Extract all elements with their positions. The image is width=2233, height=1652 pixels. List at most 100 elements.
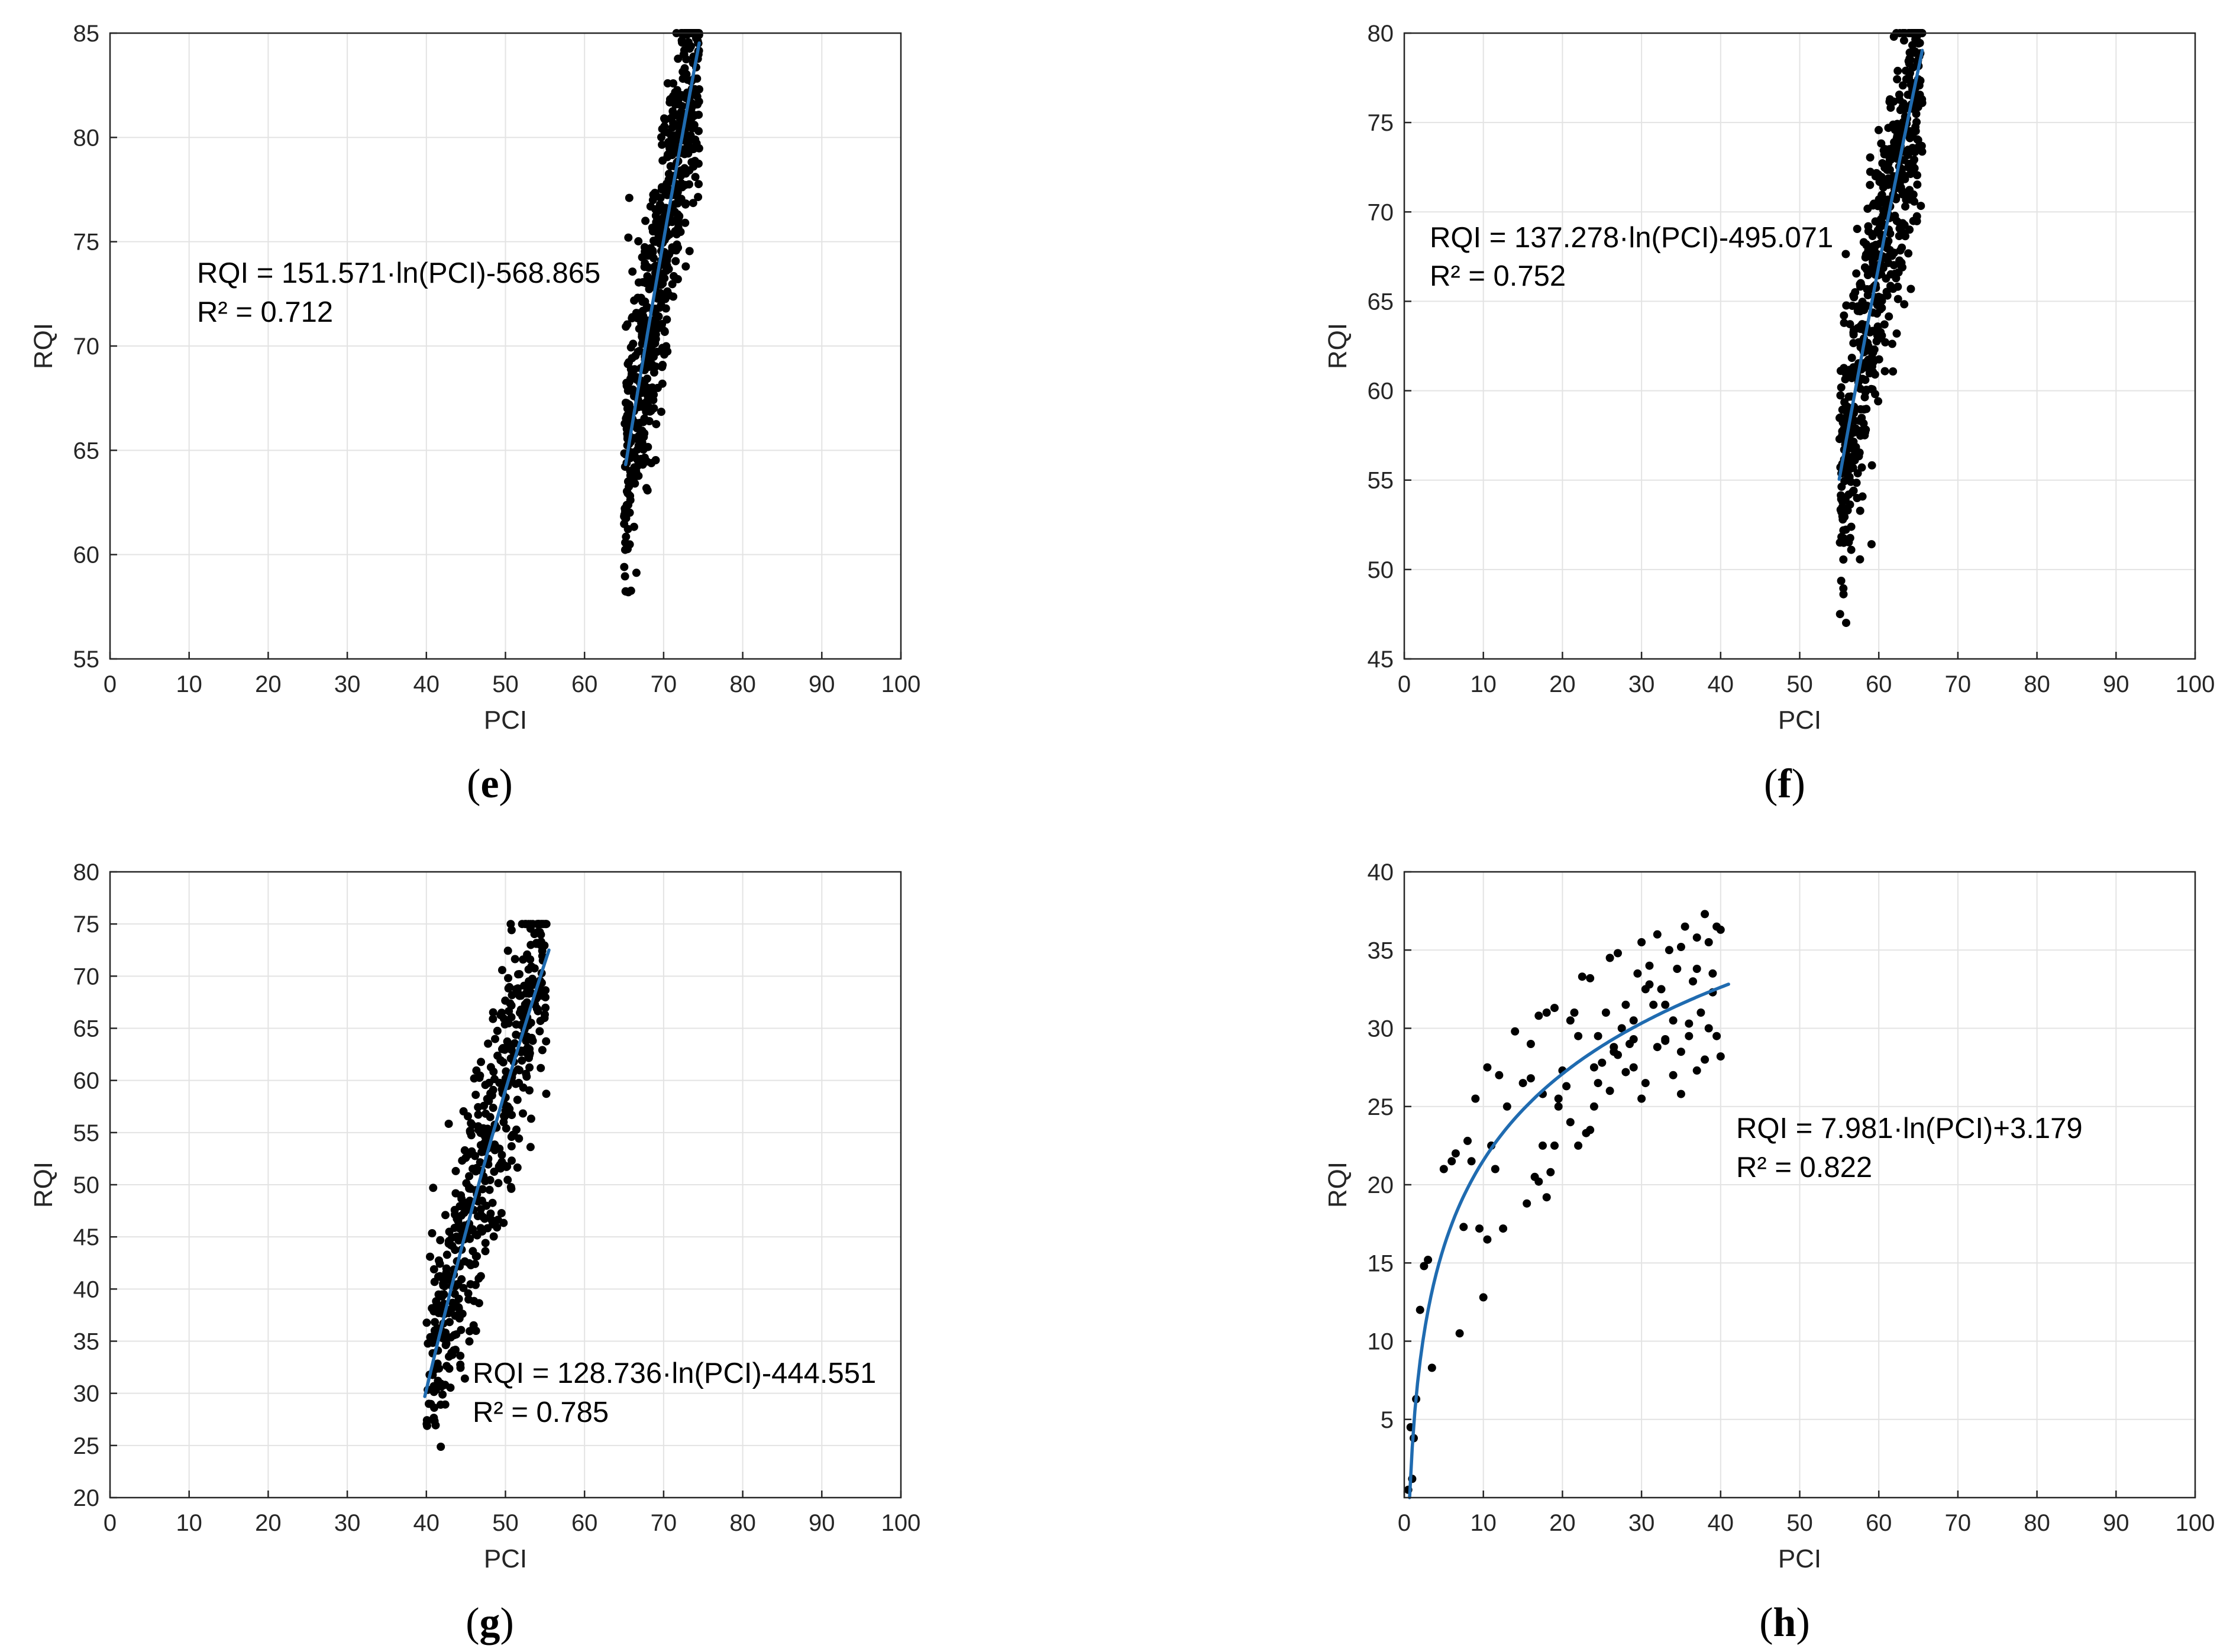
data-point-g-437 xyxy=(535,1027,544,1036)
data-point-h-83 xyxy=(1637,1094,1646,1103)
data-point-f-549 xyxy=(1879,183,1888,192)
x-tick-label-h-8: 80 xyxy=(2024,1510,2050,1536)
data-point-h-19 xyxy=(1495,1071,1504,1079)
data-point-e-89 xyxy=(626,343,635,352)
r-squared-e: R² = 0.712 xyxy=(197,296,333,328)
data-point-f-385 xyxy=(1856,555,1864,564)
data-point-g-328 xyxy=(537,1063,545,1072)
data-point-f-579 xyxy=(1869,242,1877,251)
data-point-e-548 xyxy=(693,92,702,101)
data-point-f-208 xyxy=(1867,540,1876,549)
data-point-g-496 xyxy=(466,1327,474,1336)
data-point-f-263 xyxy=(1893,66,1902,75)
data-point-g-246 xyxy=(468,1120,477,1129)
data-point-g-53 xyxy=(542,1090,551,1098)
data-point-g-471 xyxy=(465,1172,474,1181)
x-tick-label-e-6: 60 xyxy=(571,671,598,697)
y-tick-label-e-6: 85 xyxy=(73,21,100,47)
data-point-f-377 xyxy=(1853,469,1862,478)
data-point-g-447 xyxy=(439,1281,448,1290)
data-point-g-285 xyxy=(538,1046,547,1055)
data-point-e-594 xyxy=(692,139,701,148)
tick-labels-e: 0 10 20 30 40 50 60 70 80 90 100 55 60 65 70 75 80 85 xyxy=(73,21,921,697)
data-point-g-275 xyxy=(479,1147,487,1156)
data-point-h-11 xyxy=(1455,1329,1464,1338)
data-point-h-46 xyxy=(1617,1024,1626,1033)
x-tick-label-f-8: 80 xyxy=(2024,671,2050,697)
data-point-h-88 xyxy=(1676,1090,1685,1098)
data-point-e-539 xyxy=(647,459,656,467)
data-point-f-547 xyxy=(1913,171,1921,180)
data-point-f-431 xyxy=(1862,240,1870,248)
x-tick-label-g-5: 50 xyxy=(492,1510,519,1536)
data-point-e-265 xyxy=(671,257,680,266)
data-point-h-25 xyxy=(1534,1011,1543,1020)
data-point-f-363 xyxy=(1886,229,1895,238)
x-tick-label-h-0: 0 xyxy=(1398,1510,1411,1536)
fit-curve-f xyxy=(1837,49,1924,481)
data-point-f-598 xyxy=(1908,41,1917,50)
data-point-h-106 xyxy=(1523,1199,1531,1208)
data-point-f-512 xyxy=(1846,320,1854,329)
data-point-e-464 xyxy=(643,486,652,495)
data-point-f-482 xyxy=(1858,298,1867,306)
data-point-h-58 xyxy=(1665,946,1673,955)
data-point-g-265 xyxy=(527,1033,536,1042)
data-point-f-583 xyxy=(1851,424,1860,433)
x-tick-label-g-9: 90 xyxy=(809,1510,835,1536)
data-point-g-497 xyxy=(522,920,531,929)
data-point-g-359 xyxy=(429,1414,438,1423)
data-point-e-457 xyxy=(685,247,694,256)
data-point-f-144 xyxy=(1904,249,1913,258)
data-point-g-99 xyxy=(440,1290,448,1299)
y-tick-label-f-7: 80 xyxy=(1368,21,1394,47)
data-point-e-343 xyxy=(673,275,682,283)
data-point-g-434 xyxy=(442,1264,451,1273)
data-point-h-96 xyxy=(1692,965,1701,973)
x-tick-label-e-3: 30 xyxy=(334,671,361,697)
data-point-f-221 xyxy=(1836,391,1845,400)
x-tick-label-e-7: 70 xyxy=(651,671,677,697)
data-point-h-32 xyxy=(1562,1082,1571,1091)
data-point-h-22 xyxy=(1518,1079,1527,1088)
x-tick-label-f-7: 70 xyxy=(1945,671,1972,697)
data-point-e-624 xyxy=(682,70,691,79)
data-point-g-418 xyxy=(471,1259,480,1268)
data-point-e-570 xyxy=(644,251,652,260)
panel-label-h: (h) xyxy=(1759,1600,1810,1645)
data-point-g-513 xyxy=(429,1388,438,1396)
data-point-h-51 xyxy=(1637,938,1646,946)
data-point-e-448 xyxy=(644,389,653,398)
data-point-e-40 xyxy=(625,193,634,202)
data-point-f-362 xyxy=(1888,340,1896,348)
data-point-h-86 xyxy=(1661,1000,1670,1009)
data-point-h-53 xyxy=(1645,961,1654,970)
x-tick-label-f-5: 50 xyxy=(1786,671,1813,697)
y-tick-label-g-11: 75 xyxy=(73,911,100,937)
data-point-f-511 xyxy=(1847,371,1856,380)
grid-lines-h xyxy=(1404,871,2196,1498)
data-point-g-464 xyxy=(437,1443,445,1451)
data-point-f-506 xyxy=(1839,590,1848,599)
data-point-h-5 xyxy=(1416,1305,1424,1314)
data-point-g-297 xyxy=(497,1209,506,1217)
data-point-f-334 xyxy=(1868,385,1877,394)
y-tick-label-e-5: 80 xyxy=(73,125,100,151)
panel-label-g: (g) xyxy=(466,1600,514,1645)
fit-equation-h: RQI = 7.981·ln(PCI)+3.179 xyxy=(1736,1113,2083,1145)
data-point-g-442 xyxy=(422,1420,431,1428)
data-point-g-500 xyxy=(523,950,532,959)
data-point-g-445 xyxy=(515,1134,523,1143)
x-tick-label-h-4: 40 xyxy=(1708,1510,1734,1536)
data-point-g-109 xyxy=(541,1003,550,1012)
data-point-f-142 xyxy=(1859,419,1868,428)
data-point-e-342 xyxy=(687,42,695,51)
scatter-points-h xyxy=(1404,910,1730,1499)
panel-label-letter-f: f xyxy=(1778,761,1792,807)
data-point-f-486 xyxy=(1869,348,1877,357)
y-tick-label-h-7: 40 xyxy=(1368,859,1394,885)
data-point-g-196 xyxy=(466,1280,475,1289)
data-point-h-98 xyxy=(1712,922,1721,931)
data-point-e-598 xyxy=(681,200,690,209)
data-point-e-529 xyxy=(623,404,632,413)
